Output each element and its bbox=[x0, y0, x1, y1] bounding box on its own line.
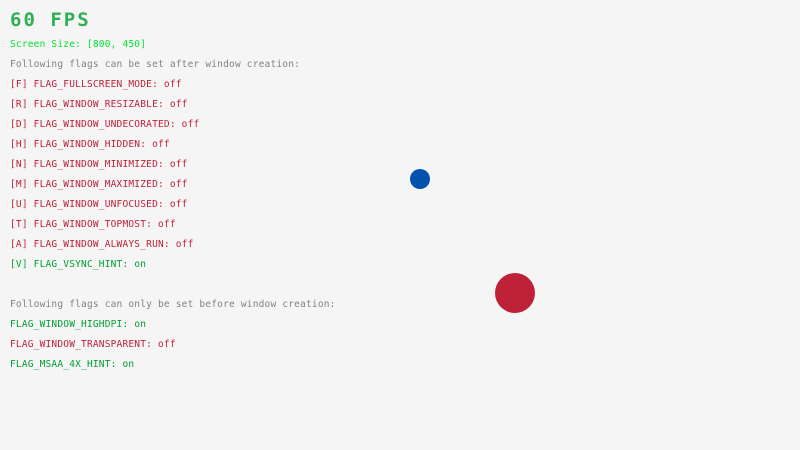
flag-line: FLAG_WINDOW_HIGHDPI: on bbox=[10, 320, 146, 330]
flag-line: [A] FLAG_WINDOW_ALWAYS_RUN: off bbox=[10, 240, 194, 250]
flag-label: FLAG_MSAA_4X_HINT: bbox=[10, 359, 123, 370]
flag-line: [T] FLAG_WINDOW_TOPMOST: off bbox=[10, 220, 176, 230]
flag-line: [N] FLAG_WINDOW_MINIMIZED: off bbox=[10, 160, 188, 170]
flag-value: off bbox=[169, 179, 188, 190]
flag-line: [U] FLAG_WINDOW_UNFOCUSED: off bbox=[10, 200, 188, 210]
flag-label: [N] FLAG_WINDOW_MINIMIZED: bbox=[10, 159, 170, 170]
flag-label: FLAG_WINDOW_HIGHDPI: bbox=[10, 319, 135, 330]
flag-label: [D] FLAG_WINDOW_UNDECORATED: bbox=[10, 119, 182, 130]
flag-label: [A] FLAG_WINDOW_ALWAYS_RUN: bbox=[10, 239, 176, 250]
flag-value: off bbox=[152, 139, 170, 150]
flag-value: on bbox=[122, 359, 135, 370]
flag-value: off bbox=[158, 339, 176, 350]
flag-value: off bbox=[175, 239, 194, 250]
flag-line: [R] FLAG_WINDOW_RESIZABLE: off bbox=[10, 100, 188, 110]
flag-value: off bbox=[169, 99, 188, 110]
flag-value: off bbox=[158, 219, 176, 230]
flag-label: [H] FLAG_WINDOW_HIDDEN: bbox=[10, 139, 153, 150]
flag-line: [F] FLAG_FULLSCREEN_MODE: off bbox=[10, 80, 182, 90]
red-ball bbox=[495, 273, 535, 313]
flag-value: on bbox=[134, 319, 147, 330]
flag-label: FLAG_WINDOW_TRANSPARENT: bbox=[10, 339, 158, 350]
flag-line: [D] FLAG_WINDOW_UNDECORATED: off bbox=[10, 120, 199, 130]
flag-value: off bbox=[169, 159, 188, 170]
flag-value: off bbox=[181, 119, 200, 130]
flag-label: [M] FLAG_WINDOW_MAXIMIZED: bbox=[10, 179, 170, 190]
flag-label: [R] FLAG_WINDOW_RESIZABLE: bbox=[10, 99, 170, 110]
after-creation-heading: Following flags can be set after window … bbox=[10, 59, 301, 70]
flag-label: [V] FLAG_VSYNC_HINT: bbox=[10, 259, 135, 270]
flag-line: FLAG_MSAA_4X_HINT: on bbox=[10, 360, 134, 370]
flag-value: off bbox=[169, 199, 188, 210]
screen-size-label: Screen Size: [800, 450] bbox=[10, 39, 147, 50]
flag-label: [T] FLAG_WINDOW_TOPMOST: bbox=[10, 219, 158, 230]
before-creation-heading: Following flags can only be set before w… bbox=[10, 299, 336, 310]
flag-label: [U] FLAG_WINDOW_UNFOCUSED: bbox=[10, 199, 170, 210]
flag-line: [V] FLAG_VSYNC_HINT: on bbox=[10, 260, 146, 270]
flag-line: [H] FLAG_WINDOW_HIDDEN: off bbox=[10, 140, 170, 150]
blue-ball bbox=[410, 169, 430, 189]
flag-line: FLAG_WINDOW_TRANSPARENT: off bbox=[10, 340, 176, 350]
fps-counter: 60 FPS bbox=[10, 9, 91, 31]
flag-line: [M] FLAG_WINDOW_MAXIMIZED: off bbox=[10, 180, 188, 190]
flag-label: [F] FLAG_FULLSCREEN_MODE: bbox=[10, 79, 164, 90]
flag-value: on bbox=[134, 259, 147, 270]
flag-value: off bbox=[163, 79, 182, 90]
